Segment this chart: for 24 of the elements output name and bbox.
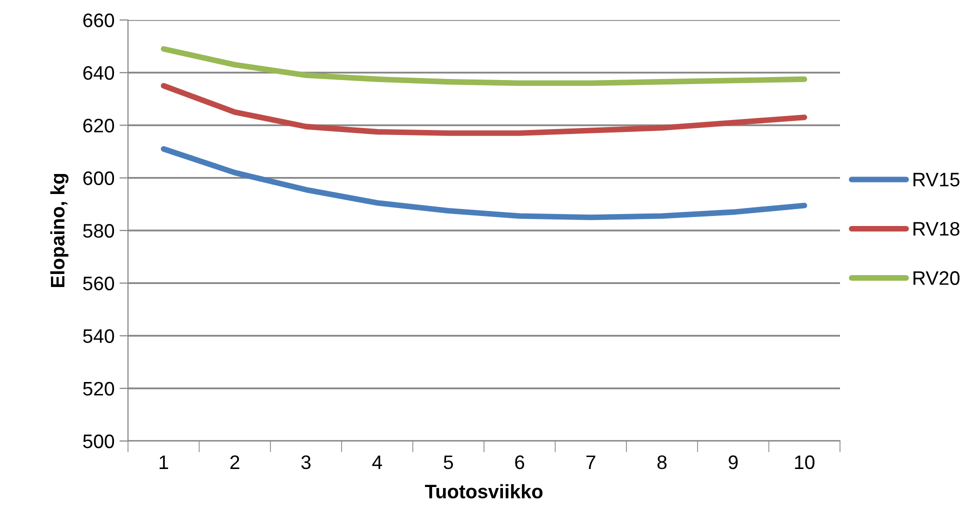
x-tick-label: 9 — [728, 455, 738, 470]
y-tick-label: 620 — [83, 118, 114, 132]
x-tick-label: 10 — [795, 455, 814, 470]
y-tick-label: 560 — [83, 276, 114, 290]
y-tick-label: 600 — [83, 171, 114, 186]
x-axis-title: Tuotosviikko — [424, 484, 542, 498]
x-tick-label: 7 — [586, 456, 596, 469]
y-tick-label: 640 — [83, 66, 114, 80]
x-tick-label: 4 — [372, 456, 382, 469]
y-tick-label: 540 — [83, 329, 114, 343]
x-tick-label: 8 — [657, 455, 667, 470]
y-tick-label: 580 — [83, 224, 114, 238]
y-axis-title: Elopaino, kg — [50, 174, 68, 287]
y-tick-label: 520 — [83, 382, 114, 396]
legend-label: RV15 — [914, 172, 960, 186]
x-tick-label: 3 — [301, 455, 311, 470]
x-tick-label: 2 — [230, 455, 240, 469]
x-tick-label: 1 — [160, 456, 168, 469]
x-tick-label: 6 — [515, 455, 524, 470]
legend-label: RV20 — [914, 271, 960, 285]
y-tick-label: 500 — [83, 434, 114, 448]
y-tick-label: 660 — [83, 13, 114, 28]
legend-label: RV18 — [914, 222, 960, 236]
x-tick-label: 5 — [444, 456, 453, 470]
